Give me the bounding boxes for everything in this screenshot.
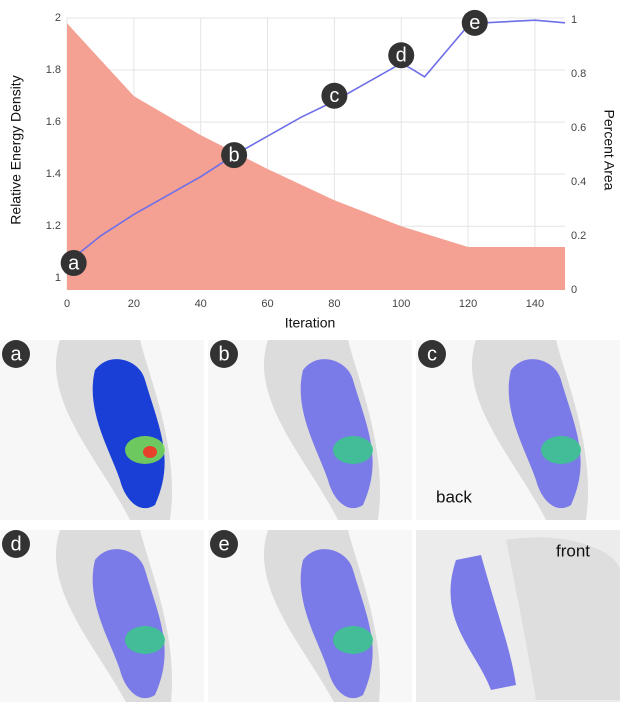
hotspot-core [143,446,157,458]
annotation-label: a [68,252,80,274]
panel: b [208,340,412,520]
hotspot [333,626,373,654]
panels: a b c back d e front [0,340,620,702]
y-tick-label: 1.6 [46,116,61,128]
x-axis-title: Iteration [285,315,336,331]
panel-label: d [10,533,21,555]
panel: front [416,530,620,702]
panel-caption: front [556,541,590,560]
panel: c back [416,340,620,520]
y-tick-label: 1.4 [46,168,61,180]
y2-axis-title: Percent Area [601,110,617,191]
hotspot [125,626,165,654]
x-tick-label: 120 [459,298,477,310]
hotspot [333,436,373,464]
x-tick-label: 60 [261,298,273,310]
panel: d [0,530,204,702]
y2-tick-label: 1 [571,14,577,26]
panel-label: c [427,343,437,365]
y-tick-label: 1.2 [46,220,61,232]
y-tick-label: 1 [55,272,61,284]
annotation-label: b [229,144,240,166]
x-tick-label: 0 [64,298,70,310]
panel-label: a [10,343,22,365]
x-tick-label: 80 [328,298,340,310]
y2-tick-label: 0.2 [571,230,586,242]
figure: Iteration Relative Energy Density Percen… [0,0,622,702]
y-tick-label: 2 [55,12,61,24]
annotation-label: e [469,12,480,34]
panel-caption: back [436,487,472,506]
x-tick-label: 40 [195,298,207,310]
x-tick-label: 140 [526,298,544,310]
x-tick-label: 20 [128,298,140,310]
panel: a [0,340,204,520]
annotation-label: d [396,45,407,67]
annotation-label: c [329,85,339,107]
y-axis-title: Relative Energy Density [8,75,24,224]
panel-label: b [218,343,229,365]
y2-tick-label: 0 [571,284,577,296]
x-tick-label: 100 [392,298,410,310]
hotspot [541,436,581,464]
y-tick-label: 1.8 [46,64,61,76]
y2-tick-label: 0.6 [571,122,586,134]
panel: e [208,530,412,702]
panel-label: e [218,533,229,555]
y2-tick-label: 0.4 [571,176,586,188]
y2-tick-label: 0.8 [571,68,586,80]
